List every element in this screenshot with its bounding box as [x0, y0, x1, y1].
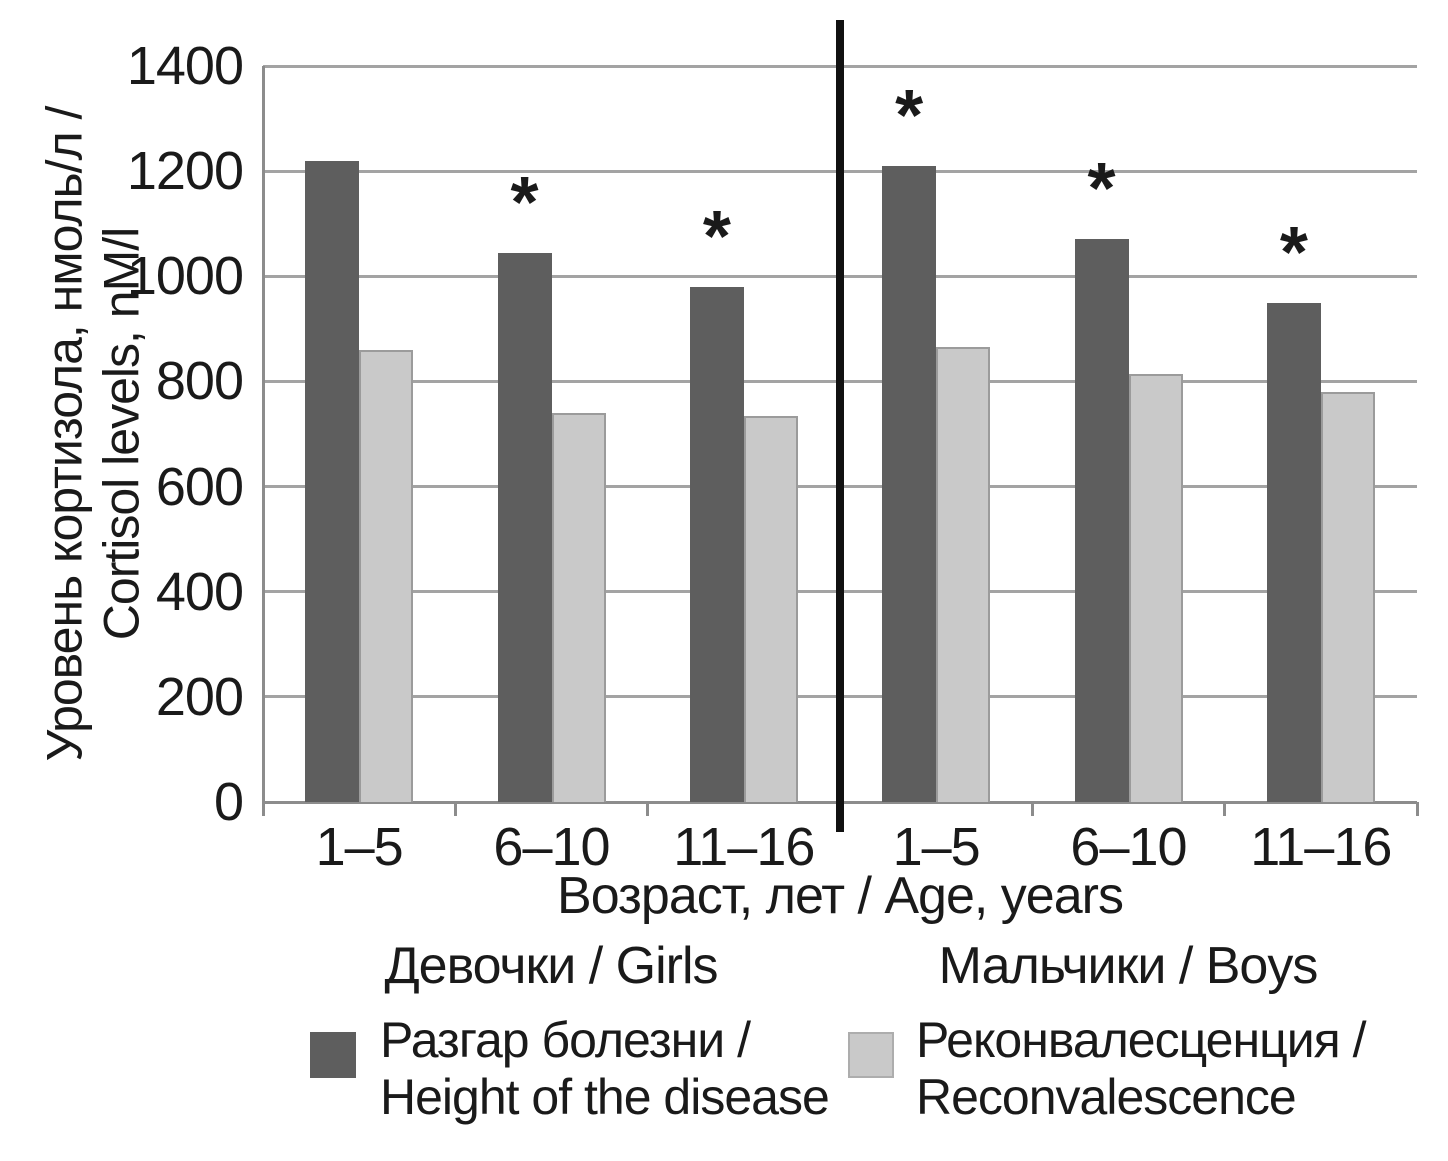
bar-height-of-disease: [689, 286, 744, 802]
y-tick-label: 0: [213, 772, 244, 832]
significance-asterisk: *: [702, 196, 731, 277]
legend-label-reconvalescence-line1: Реконвалесценция /: [916, 1012, 1367, 1068]
x-tick-label: 11–16: [1250, 817, 1392, 877]
y-tick-label: 600: [155, 456, 244, 517]
y-axis-title-line1: Уровень кортизола, нмоль/л /: [36, 106, 93, 762]
legend-swatch-reconvalescence: [848, 1032, 894, 1078]
significance-asterisk: *: [1087, 149, 1116, 230]
y-tick-label: 400: [155, 561, 244, 622]
legend-label-height-of-disease-line2: Height of the disease: [380, 1069, 830, 1125]
bar-reconvalescence: [743, 415, 798, 802]
bar-reconvalescence: [936, 347, 991, 802]
significance-asterisk: *: [895, 75, 924, 156]
significance-asterisk: *: [510, 162, 539, 243]
section-label-boys: Мальчики / Boys: [938, 937, 1319, 995]
legend-swatch-height-of-disease: [310, 1032, 356, 1078]
axis-tick: [1223, 802, 1227, 816]
x-tick-label: 6–10: [493, 817, 610, 877]
bar-height-of-disease: [1074, 239, 1129, 802]
axis-tick: [646, 802, 650, 816]
x-tick-label: 1–5: [315, 817, 404, 877]
y-tick-label: 1200: [126, 141, 244, 202]
y-tick-label: 800: [155, 351, 244, 412]
axis-tick: [453, 802, 457, 816]
axis-tick: [1415, 802, 1419, 816]
bar-height-of-disease: [305, 160, 360, 802]
y-tick-label: 1000: [126, 246, 244, 307]
legend-label-height-of-disease-line1: Разгар болезни /: [380, 1012, 751, 1068]
significance-asterisk: *: [1279, 212, 1308, 293]
axis-tick: [261, 802, 265, 816]
axis-tick: [1030, 802, 1034, 816]
bar-reconvalescence: [359, 349, 414, 802]
x-tick-label: 11–16: [673, 817, 815, 877]
section-label-girls: Девочки / Girls: [384, 937, 718, 995]
y-axis-line: [262, 66, 265, 816]
bar-height-of-disease: [882, 165, 937, 802]
legend-label-reconvalescence: Реконвалесценция / Reconvalescence: [916, 1012, 1367, 1126]
y-tick-label: 200: [155, 666, 244, 727]
legend-label-height-of-disease: Разгар болезни / Height of the disease: [380, 1012, 830, 1126]
x-axis-title: Возраст, лет / Age, years: [557, 867, 1124, 925]
x-tick-label: 6–10: [1070, 817, 1187, 877]
bar-reconvalescence: [1320, 391, 1375, 802]
girls-boys-divider-line: [836, 20, 844, 832]
bar-height-of-disease: [497, 252, 552, 802]
y-tick-label: 1400: [126, 36, 244, 96]
x-tick-label: 1–5: [892, 817, 981, 877]
bar-reconvalescence: [1128, 373, 1183, 802]
y-axis-title-text: Уровень кортизола, нмоль/л / Cortisol le…: [36, 107, 150, 762]
y-axis-title-line2: Cortisol levels, nM/l: [93, 227, 150, 641]
legend-label-reconvalescence-line2: Reconvalescence: [916, 1069, 1297, 1125]
bar-height-of-disease: [1266, 302, 1321, 802]
bar-reconvalescence: [551, 412, 606, 802]
